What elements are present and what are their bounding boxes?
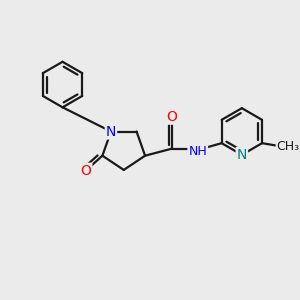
- Text: CH₃: CH₃: [277, 140, 300, 152]
- Text: N: N: [106, 124, 116, 139]
- Text: O: O: [167, 110, 178, 124]
- Text: N: N: [237, 148, 247, 162]
- Text: O: O: [80, 164, 91, 178]
- Text: NH: NH: [188, 146, 207, 158]
